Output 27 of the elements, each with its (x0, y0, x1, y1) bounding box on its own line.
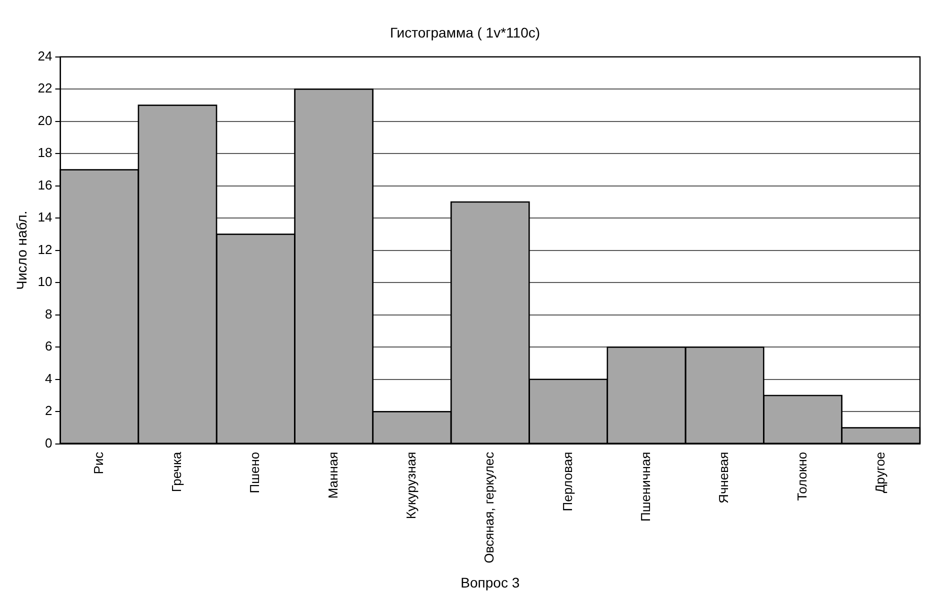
y-tick-label: 22 (38, 80, 52, 96)
x-tick-label: Другое (872, 452, 888, 494)
y-tick-label: 6 (45, 338, 52, 354)
x-tick-label: Ячневая (716, 452, 732, 504)
y-tick-label: 20 (38, 112, 52, 128)
x-tick-label: Перловая (560, 452, 575, 512)
x-tick-label: Манная (325, 452, 340, 499)
y-tick-label: 24 (38, 48, 52, 64)
y-tick-label: 12 (38, 242, 52, 257)
y-tick-label: 10 (38, 274, 52, 290)
x-tick-label: Кукурузная (404, 452, 419, 520)
y-tick-label: 4 (45, 370, 52, 386)
x-axis-title: Вопрос 3 (460, 574, 520, 590)
x-tick-label: Пшеничная (638, 452, 654, 522)
chart-title: Гистограмма ( 1v*110c) (390, 24, 540, 40)
y-tick-label: 16 (38, 177, 52, 192)
x-tick-label: Толокно (794, 452, 810, 501)
y-tick-label: 18 (38, 145, 52, 160)
x-tick-label: Овсяная, геркулес (482, 451, 497, 564)
y-tick-label: 2 (45, 403, 52, 418)
x-tick-label: Пшено (247, 452, 262, 494)
y-tick-label: 14 (38, 210, 52, 225)
y-tick-label: 8 (45, 306, 52, 322)
y-tick-label: 0 (45, 435, 52, 450)
x-tick-label: Рис (90, 451, 106, 474)
y-axis-title: Число набл. (13, 210, 30, 290)
x-tick-label: Гречка (169, 451, 184, 492)
